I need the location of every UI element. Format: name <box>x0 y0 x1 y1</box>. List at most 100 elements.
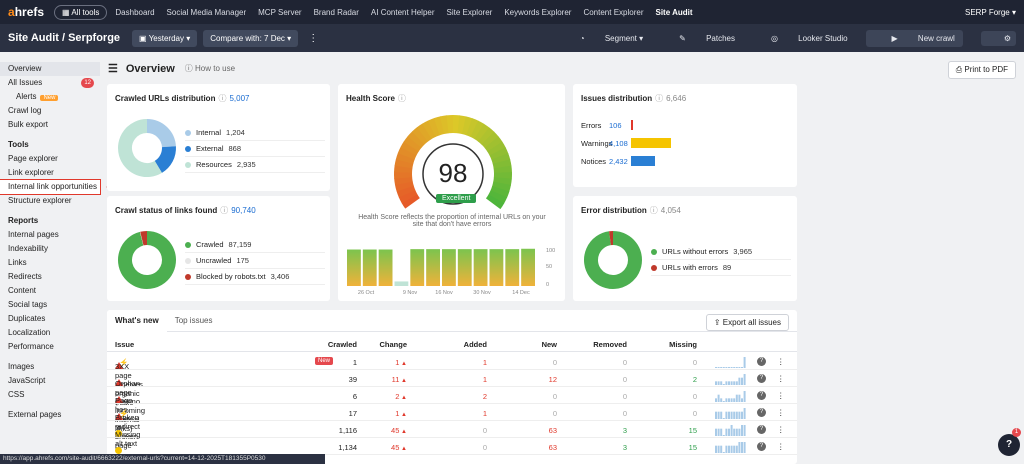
cell-new[interactable]: 63 <box>517 443 557 452</box>
cell-crawled[interactable]: 1,134 <box>317 443 357 452</box>
help-icon[interactable]: ? <box>757 442 766 451</box>
crawled-urls-total[interactable]: 5,007 <box>229 94 250 103</box>
issue-type-count[interactable]: 106 <box>609 120 622 130</box>
cell-crawled[interactable]: 1,116 <box>317 426 357 435</box>
issues-row-notices[interactable]: Notices 2,432 <box>581 156 655 166</box>
cell-removed[interactable]: 0 <box>587 375 627 384</box>
cell-missing[interactable]: 0 <box>657 358 697 367</box>
cell-new[interactable]: 63 <box>517 426 557 435</box>
nav-item-keywords-explorer[interactable]: Keywords Explorer <box>504 7 572 17</box>
more-options-icon[interactable]: ⋮ <box>777 425 785 434</box>
cell-change[interactable]: 45 ▲ <box>367 443 407 452</box>
health-history-bar[interactable] <box>442 249 456 286</box>
table-row[interactable]: 1,134 45 ▲ 0 63 3 15? ⋮ <box>107 439 797 455</box>
column-header-missing[interactable]: Missing <box>669 340 697 349</box>
column-header-added[interactable]: Added <box>463 340 487 349</box>
column-header-crawled[interactable]: Crawled <box>327 340 357 349</box>
help-icon[interactable]: ? <box>757 391 766 400</box>
health-history-bar[interactable] <box>378 249 393 286</box>
sidebar-item-localization[interactable]: Localization <box>8 328 51 337</box>
sidebar-item-alerts[interactable]: Alerts New <box>0 90 100 104</box>
info-icon[interactable]: ⓘ <box>655 94 664 103</box>
cell-missing[interactable]: 0 <box>657 409 697 418</box>
issue-name[interactable]: Broken redirect ⚡ <box>115 409 140 431</box>
cell-missing[interactable]: 0 <box>657 392 697 401</box>
more-options-icon[interactable]: ⋮ <box>777 374 785 383</box>
ahrefs-logo[interactable]: ahrefs <box>8 5 45 19</box>
sidebar-item-images[interactable]: Images <box>8 362 35 371</box>
column-header-removed[interactable]: Removed <box>593 340 627 349</box>
cell-removed[interactable]: 3 <box>587 443 627 452</box>
health-history-bar[interactable] <box>489 249 504 286</box>
cell-removed[interactable]: 0 <box>587 358 627 367</box>
help-icon[interactable]: ? <box>757 357 766 366</box>
column-header-change[interactable]: Change <box>379 340 407 349</box>
column-header-new[interactable]: New <box>541 340 557 349</box>
info-icon[interactable]: ⓘ <box>649 206 658 215</box>
sidebar-item-css[interactable]: CSS <box>8 390 25 399</box>
tab-whats-new[interactable]: What's new <box>107 310 167 332</box>
info-icon[interactable]: ⓘ <box>218 94 227 103</box>
cell-added[interactable]: 1 <box>447 358 487 367</box>
health-history-bar[interactable] <box>457 249 472 286</box>
info-icon[interactable]: ⓘ <box>397 94 406 103</box>
sidebar-item-social-tags[interactable]: Social tags <box>8 300 48 309</box>
cell-new[interactable]: 0 <box>517 392 557 401</box>
nav-item-content-explorer[interactable]: Content Explorer <box>583 7 644 17</box>
cell-change[interactable]: 45 ▲ <box>367 426 407 435</box>
help-button[interactable]: ? <box>998 434 1020 456</box>
issue-type-count[interactable]: 2,432 <box>609 156 628 166</box>
health-history-bar[interactable] <box>473 249 488 286</box>
cell-removed[interactable]: 3 <box>587 426 627 435</box>
legend-item[interactable]: Crawled 87,159 <box>185 237 325 253</box>
cell-crawled[interactable]: 39 <box>317 375 357 384</box>
cell-change[interactable]: 2 ▲ <box>367 392 407 401</box>
help-icon[interactable]: ? <box>757 408 766 417</box>
print-to-pdf-button[interactable]: ⎙ Print to PDF <box>947 61 1016 79</box>
export-all-issues-button[interactable]: ⇪ Export all issues <box>705 314 789 331</box>
cell-added[interactable]: 1 <box>447 409 487 418</box>
nav-item-site-audit[interactable]: Site Audit <box>655 7 693 17</box>
cell-change[interactable]: 1 ▲ <box>367 409 407 418</box>
sidebar-item-crawl-log[interactable]: Crawl log <box>8 106 42 115</box>
cell-missing[interactable]: 15 <box>657 443 697 452</box>
patches-button[interactable]: ✎ Patches <box>679 33 735 43</box>
nav-item-social-media-manager[interactable]: Social Media Manager <box>166 7 247 17</box>
nav-item-mcp-server[interactable]: MCP Server <box>258 7 302 17</box>
nav-item-ai-content-helper[interactable]: AI Content Helper <box>370 7 435 17</box>
issues-row-errors[interactable]: Errors 106 <box>581 120 633 130</box>
nav-item-site-explorer[interactable]: Site Explorer <box>446 7 493 17</box>
sidebar-item-indexability[interactable]: Indexability <box>8 244 49 253</box>
crawl-status-total[interactable]: 90,740 <box>231 206 256 215</box>
more-options-icon[interactable]: ⋮ <box>777 391 785 400</box>
legend-item[interactable]: Resources 2,935 <box>185 157 325 173</box>
legend-item[interactable]: Internal 1,204 <box>185 125 325 141</box>
sidebar-item-redirects[interactable]: Redirects <box>8 272 42 281</box>
all-tools-button[interactable]: ▦ All tools <box>54 4 108 20</box>
sidebar-item-all-issues[interactable]: All Issues 12 <box>0 76 100 90</box>
health-history-bar[interactable] <box>410 249 425 286</box>
health-history-bar[interactable] <box>505 249 520 286</box>
health-history-bar[interactable] <box>394 281 409 286</box>
looker-studio-button[interactable]: ◎ Looker Studio <box>770 33 848 43</box>
settings-button[interactable]: ⚙ <box>980 30 1016 46</box>
sidebar-item-internal-link-opportunities[interactable]: Internal link opportunities <box>0 179 101 195</box>
sidebar-item-duplicates[interactable]: Duplicates <box>8 314 46 323</box>
health-history-bar[interactable] <box>426 249 440 286</box>
cell-change[interactable]: 11 ▲ <box>367 375 407 384</box>
cell-new[interactable]: 0 <box>517 358 557 367</box>
date-select[interactable]: ▣ Yesterday ▾ <box>132 29 198 47</box>
nav-item-dashboard[interactable]: Dashboard <box>115 7 155 17</box>
issues-row-warnings[interactable]: Warnings 4,108 <box>581 138 671 148</box>
cell-added[interactable]: 2 <box>447 392 487 401</box>
table-row[interactable]: Page has links to broken page 6 2 ▲ 2 0 0 0? ⋮ <box>107 388 797 450</box>
account-menu[interactable]: SERP Forge ▾ <box>964 7 1016 17</box>
table-row[interactable]: Orphan page (has no incoming internal li… <box>107 371 797 433</box>
table-row[interactable]: Broken redirect ⚡ 17 1 ▲ 1 0 0 0? ⋮ <box>107 405 797 431</box>
help-icon[interactable]: ? <box>757 374 766 383</box>
more-options-icon[interactable]: ⋮ <box>777 408 785 417</box>
table-row[interactable]: Missing alt text 1,116 45 ▲ 0 63 3 15? ⋮ <box>107 422 797 448</box>
health-history-bar[interactable] <box>521 248 535 286</box>
more-options-icon[interactable]: ⋮ <box>308 32 319 44</box>
cell-crawled[interactable]: 1 <box>317 358 357 367</box>
